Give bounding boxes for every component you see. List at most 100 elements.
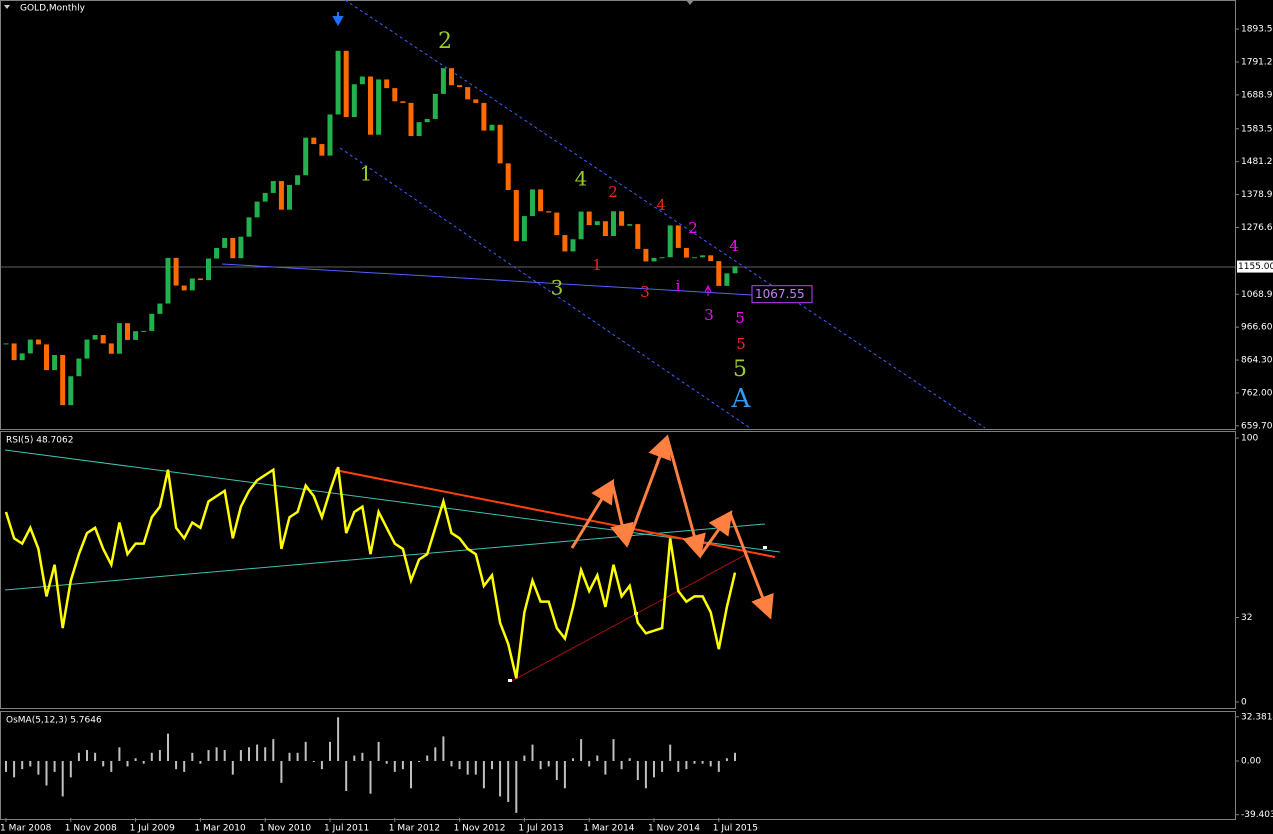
rsi-trendline bbox=[4, 449, 781, 553]
wave-label: 3 bbox=[704, 306, 714, 324]
candle bbox=[60, 355, 66, 406]
candle bbox=[586, 211, 592, 226]
candle bbox=[206, 258, 211, 281]
osma-bar bbox=[620, 760, 623, 770]
y-tick-label: 659.70 bbox=[1241, 421, 1273, 431]
current-price: 1155.00 bbox=[1238, 262, 1273, 272]
osma-bar bbox=[385, 760, 388, 764]
osma-bar bbox=[547, 760, 550, 767]
rsi-trendline bbox=[4, 523, 766, 591]
scroll-marker bbox=[686, 0, 694, 5]
osma-bar bbox=[466, 760, 469, 775]
candle bbox=[416, 122, 422, 137]
osma-bar bbox=[231, 760, 234, 775]
projection-arrows bbox=[570, 434, 774, 620]
osma-bar bbox=[150, 752, 153, 761]
y-tick-label: 1068.90 bbox=[1241, 290, 1273, 300]
candle bbox=[432, 93, 438, 119]
osma-title: OsMA(5,12,3) 5.7646 bbox=[6, 716, 102, 726]
osma-bar bbox=[118, 747, 121, 761]
osma-bar bbox=[701, 760, 704, 764]
osma-bar bbox=[491, 760, 493, 770]
osma-bar bbox=[734, 752, 736, 761]
candle bbox=[335, 50, 341, 115]
osma-bar bbox=[434, 747, 437, 761]
osma-bar bbox=[223, 750, 226, 761]
candle bbox=[222, 237, 228, 248]
osma-bar bbox=[515, 760, 518, 813]
y-tick-label: 762.00 bbox=[1241, 388, 1273, 398]
osma-bar bbox=[61, 760, 64, 797]
wave-label: 5 bbox=[735, 309, 745, 327]
candle bbox=[578, 211, 584, 240]
channel-lower bbox=[339, 147, 751, 429]
candle bbox=[619, 211, 625, 226]
candle bbox=[84, 339, 90, 359]
candle bbox=[27, 339, 33, 354]
candle bbox=[262, 192, 268, 202]
wave-label: 2 bbox=[688, 219, 698, 237]
x-tick-label: 1 Mar 2010 bbox=[194, 824, 246, 834]
point-marker bbox=[508, 679, 512, 682]
y-tick-label: 0.00 bbox=[1241, 756, 1261, 766]
wave-label: 4 bbox=[656, 196, 666, 214]
osma-bar bbox=[296, 752, 299, 761]
candle bbox=[52, 355, 58, 371]
candle bbox=[165, 257, 171, 304]
osma-bar bbox=[442, 736, 445, 761]
candle bbox=[125, 323, 130, 340]
osma-bar bbox=[458, 760, 461, 770]
candle bbox=[116, 323, 122, 354]
osma-bar bbox=[312, 760, 315, 762]
candle bbox=[675, 225, 681, 248]
x-tick-label: 1 Mar 2008 bbox=[0, 824, 52, 834]
candle bbox=[278, 181, 284, 210]
candle bbox=[667, 225, 673, 258]
osma-bar bbox=[272, 739, 275, 761]
osma-bar bbox=[167, 733, 169, 761]
candle bbox=[513, 190, 519, 242]
candle bbox=[3, 343, 9, 345]
candle bbox=[392, 88, 398, 102]
osma-bar bbox=[183, 760, 186, 772]
osma-bar bbox=[588, 760, 591, 767]
wave-label: 3 bbox=[551, 276, 564, 300]
candle bbox=[708, 255, 714, 262]
candle bbox=[611, 211, 616, 237]
arrow-marker bbox=[332, 12, 344, 27]
y-tick-label: 1378.90 bbox=[1241, 190, 1273, 200]
osma-bar bbox=[69, 760, 72, 778]
osma-bar bbox=[644, 760, 647, 789]
candle bbox=[11, 343, 17, 361]
candle bbox=[384, 79, 390, 89]
candle bbox=[238, 236, 244, 259]
wave-label: 4 bbox=[575, 167, 588, 191]
y-tick-label: 864.30 bbox=[1241, 356, 1273, 366]
rsi-line bbox=[4, 466, 737, 679]
candle bbox=[562, 235, 568, 252]
osma-bar bbox=[531, 744, 534, 761]
osma-bar bbox=[280, 760, 283, 783]
osma-bar bbox=[29, 760, 32, 767]
osma-bar bbox=[110, 760, 113, 772]
osma-bar bbox=[126, 760, 129, 767]
osma-bar bbox=[669, 744, 672, 761]
rsi-trendline bbox=[509, 554, 746, 683]
arrow bbox=[665, 436, 706, 559]
candle bbox=[497, 124, 503, 164]
candle bbox=[68, 376, 74, 406]
candle bbox=[732, 266, 738, 274]
candle bbox=[627, 224, 633, 226]
y-tick-label: 1481.20 bbox=[1241, 157, 1273, 167]
y-tick-label: 1893.50 bbox=[1241, 25, 1273, 35]
osma-bar bbox=[175, 760, 178, 770]
osma-bar bbox=[345, 760, 348, 791]
y-tick-label: -39.4035 bbox=[1241, 810, 1273, 820]
candle bbox=[473, 99, 479, 103]
candle bbox=[424, 118, 430, 123]
candle bbox=[141, 330, 147, 332]
osma-bar bbox=[77, 752, 80, 761]
osma-bar bbox=[53, 760, 56, 772]
candle bbox=[505, 163, 511, 191]
